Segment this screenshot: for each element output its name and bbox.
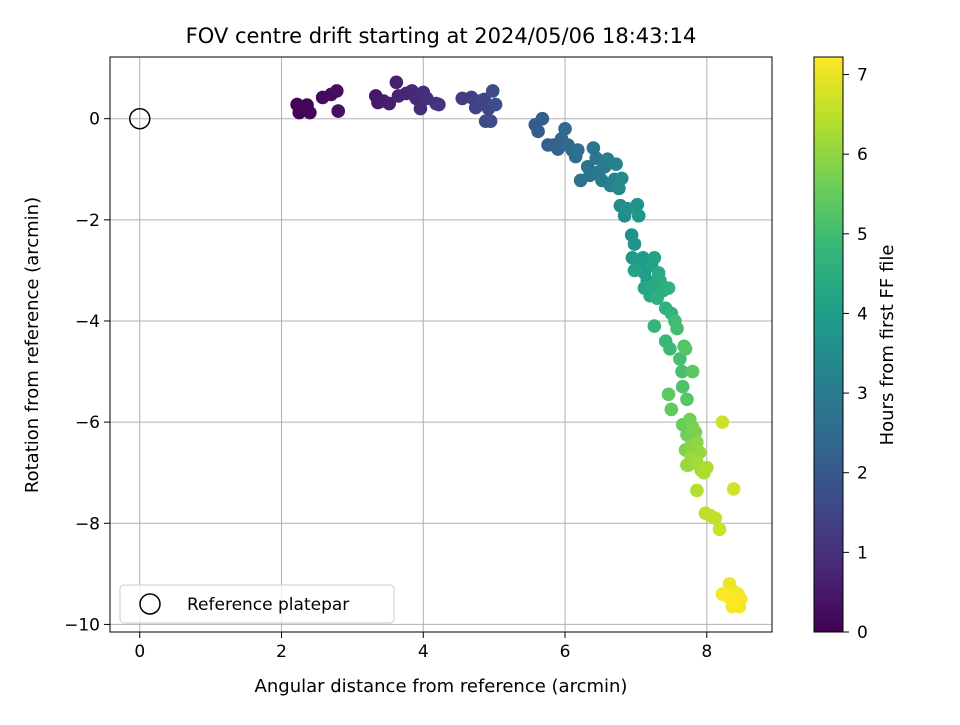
data-point: [661, 281, 676, 295]
data-point: [382, 96, 397, 111]
x-tick-label: 8: [701, 642, 712, 662]
x-axis-label: Angular distance from reference (arcmin): [255, 676, 628, 697]
y-axis: 0 −2 −4 −6 −8 −10: [64, 110, 110, 635]
data-point: [715, 415, 730, 429]
data-point: [558, 122, 572, 136]
data-point: [570, 143, 585, 157]
colorbar-tick-label: 0: [857, 623, 868, 643]
x-tick-label: 4: [418, 642, 429, 662]
x-axis: 0 2 4 6 8: [134, 632, 712, 662]
reference-platepar-marker: [129, 107, 151, 130]
colorbar-tick-label: 5: [857, 225, 868, 245]
y-tick-label: −6: [75, 413, 100, 433]
data-point: [413, 101, 428, 116]
colorbar-tick-label: 7: [857, 66, 868, 86]
data-point: [670, 321, 684, 336]
data-point: [589, 151, 604, 165]
data-point: [726, 482, 741, 496]
data-point: [647, 319, 662, 333]
legend: Reference platepar: [119, 584, 395, 624]
data-points: [290, 75, 748, 614]
colorbar-tick-label: 2: [857, 464, 868, 484]
chart-title: FOV centre drift starting at 2024/05/06 …: [186, 24, 697, 48]
legend-label: Reference platepar: [187, 595, 349, 615]
data-point: [631, 208, 646, 223]
colorbar-label: Hours from first FF file: [877, 245, 898, 446]
reference-marker: [129, 107, 151, 130]
data-point: [330, 84, 344, 98]
colorbar-tick-label: 1: [857, 543, 868, 563]
data-point: [661, 387, 676, 402]
y-tick-label: 0: [89, 110, 100, 130]
data-point: [675, 379, 690, 394]
data-point: [627, 237, 642, 251]
colorbar-tick-label: 4: [857, 304, 868, 324]
legend-marker-icon: [139, 593, 161, 615]
data-point: [699, 460, 714, 475]
data-point: [485, 84, 500, 98]
data-point: [688, 425, 703, 440]
colorbar-gradient: [813, 56, 844, 633]
data-point: [614, 171, 629, 186]
data-point: [432, 97, 446, 112]
data-point: [675, 364, 689, 379]
colorbar: 0 1 2 3 4 5 6 7 Hours from first FF file: [813, 56, 898, 643]
data-point: [685, 364, 700, 379]
y-tick-label: −2: [75, 211, 100, 231]
data-point: [303, 105, 317, 120]
data-point: [531, 124, 545, 139]
colorbar-tick-label: 3: [857, 384, 868, 404]
data-point: [673, 352, 687, 366]
data-point: [712, 522, 727, 537]
data-point: [483, 114, 498, 129]
data-point: [690, 483, 704, 498]
legend-box: [119, 584, 395, 624]
data-point: [678, 341, 693, 356]
y-axis-label: Rotation from reference (arcmin): [22, 197, 43, 493]
plot-frame: [109, 56, 773, 633]
x-tick-label: 0: [134, 642, 145, 662]
y-tick-label: −4: [75, 312, 100, 332]
x-tick-label: 6: [560, 642, 571, 662]
y-tick-label: −8: [75, 514, 100, 534]
data-point: [389, 75, 404, 90]
colorbar-ticks: 0 1 2 3 4 5 6 7: [843, 66, 868, 643]
colorbar-tick-label: 6: [857, 145, 868, 165]
data-point: [627, 263, 642, 278]
data-point: [650, 291, 664, 306]
data-point: [680, 392, 694, 407]
x-tick-label: 2: [276, 642, 287, 662]
data-point: [663, 341, 677, 356]
data-point: [630, 197, 645, 212]
data-point: [664, 402, 679, 417]
data-point: [609, 157, 623, 172]
data-point: [331, 104, 346, 118]
data-point: [708, 511, 723, 526]
y-tick-label: −10: [64, 615, 100, 635]
data-point: [535, 111, 550, 126]
data-point: [488, 97, 503, 112]
data-point: [728, 594, 742, 609]
data-point: [647, 250, 662, 265]
grid-lines: [110, 57, 772, 632]
